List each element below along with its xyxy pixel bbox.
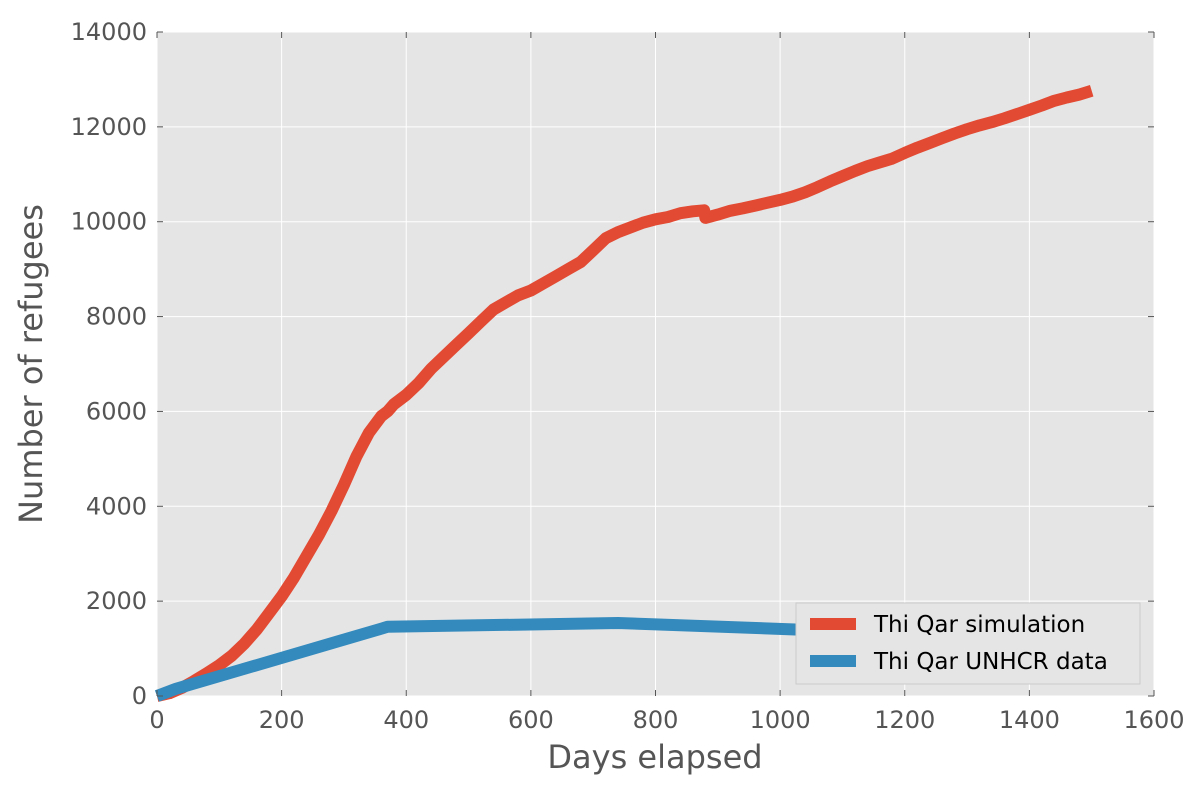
x-tick-label-5: 1000 — [750, 706, 811, 734]
x-tick-label-4: 800 — [633, 706, 679, 734]
x-tick-label-7: 1400 — [999, 706, 1060, 734]
x-tick-label-6: 1200 — [874, 706, 935, 734]
y-tick-label-2: 4000 — [86, 492, 147, 520]
legend-box — [795, 602, 1141, 685]
y-tick-label-4: 8000 — [86, 303, 147, 331]
y-tick-label-7: 14000 — [71, 18, 147, 46]
y-axis-label: Number of refugees — [12, 204, 50, 524]
series-line-simulation — [155, 85, 1094, 702]
x-tick-label-2: 400 — [383, 706, 429, 734]
legend-label-simulation: Thi Qar simulation — [873, 612, 1085, 638]
y-tick-label-1: 2000 — [86, 587, 147, 615]
y-tick-label-3: 6000 — [86, 397, 147, 425]
y-tick-label-0: 0 — [132, 682, 147, 710]
tick-labels: 0 200 400 600 800 1000 1200 1400 1600 0 2000 4000 60… — [71, 18, 1185, 734]
x-tick-label-0: 0 — [149, 706, 164, 734]
y-tick-label-5: 10000 — [71, 208, 147, 236]
legend-label-unhcr: Thi Qar UNHCR data — [873, 649, 1108, 675]
x-tick-label-3: 600 — [508, 706, 554, 734]
x-tick-label-1: 200 — [259, 706, 305, 734]
x-axis-label: Days elapsed — [547, 738, 762, 776]
x-tick-label-8: 1600 — [1123, 706, 1184, 734]
axis-ticks — [156, 31, 1155, 697]
legend: Thi Qar simulation Thi Qar UNHCR data — [795, 602, 1141, 685]
y-tick-label-6: 12000 — [71, 113, 147, 141]
